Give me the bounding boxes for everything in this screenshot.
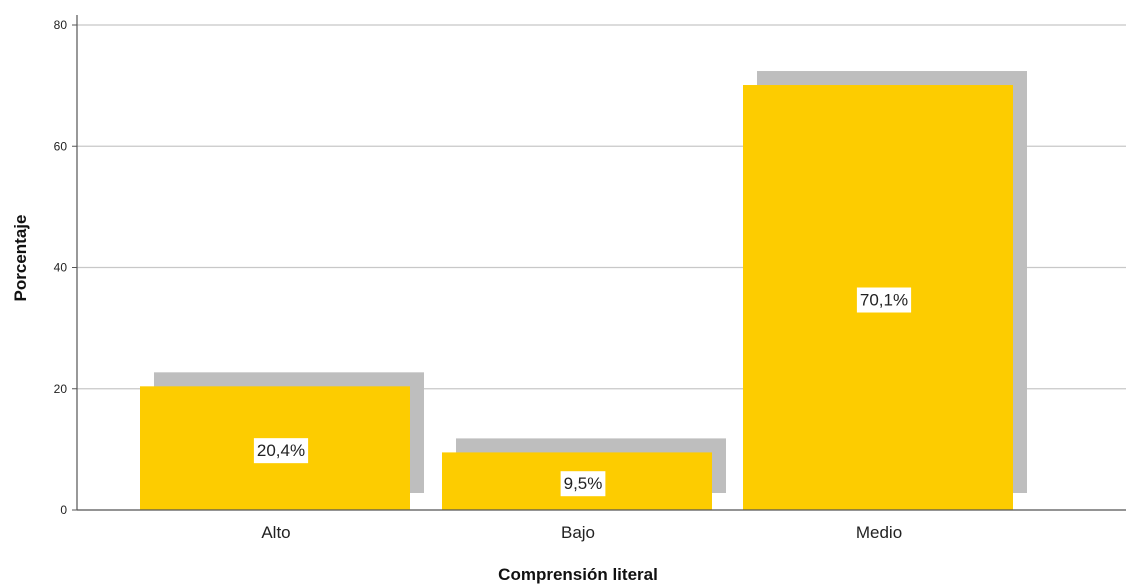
- y-tick-label: 80: [54, 18, 68, 32]
- y-tick-label: 20: [54, 382, 68, 396]
- x-axis-category-labels: Alto Bajo Medio: [261, 523, 902, 542]
- y-tick-label: 0: [60, 503, 67, 517]
- y-tick-label: 40: [54, 261, 68, 275]
- y-axis-title: Porcentaje: [11, 215, 30, 302]
- x-tick-label: Medio: [856, 523, 902, 542]
- data-label-box: [560, 471, 606, 497]
- x-tick-label: Alto: [261, 523, 290, 542]
- data-label: 70,1%: [856, 287, 912, 313]
- data-labels: 20,4% 9,5% 70,1%: [253, 287, 912, 497]
- y-axis-ticks: 0 20 40 60 80: [54, 18, 68, 517]
- y-tick-label: 60: [54, 139, 68, 153]
- data-label-box: [856, 287, 912, 313]
- data-label-text: 9,5%: [564, 474, 603, 493]
- x-tick-label: Bajo: [561, 523, 595, 542]
- data-label-box: [253, 438, 309, 464]
- x-axis-title: Comprensión literal: [498, 565, 658, 584]
- axes: [72, 15, 1126, 511]
- data-label-text: 20,4%: [257, 441, 305, 460]
- data-label-text: 70,1%: [860, 291, 908, 310]
- data-label: 9,5%: [560, 471, 606, 497]
- data-label: 20,4%: [253, 438, 309, 464]
